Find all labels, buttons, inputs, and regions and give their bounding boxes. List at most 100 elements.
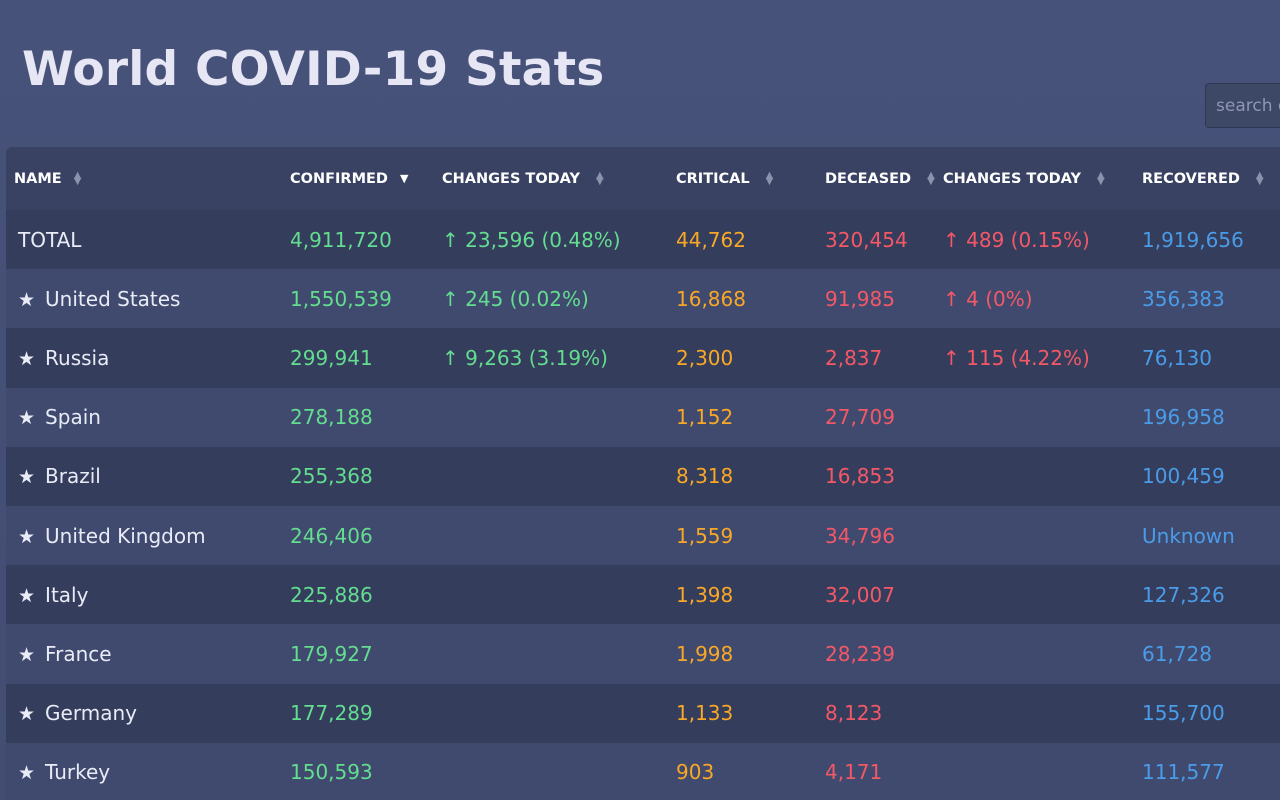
country-name: United Kingdom	[45, 523, 206, 548]
cell-name: TOTAL	[18, 227, 82, 252]
cell-deaths-changes-today: ↑ 489 (0.15%)	[943, 227, 1090, 252]
sort-icon[interactable]: ▲ ▼	[596, 169, 604, 187]
cell-recovered: 155,700	[1142, 701, 1225, 726]
stats-table-container: NAME ▲ ▼ CONFIRMED ▼ CHANGES TODAY ▲ ▼ CRITIC…	[6, 147, 1280, 800]
cell-deaths-changes-today	[943, 388, 1138, 447]
table-row[interactable]: ★ United Kingdom 246,406 1,559 34,796 Unk…	[6, 505, 1280, 566]
cell-confirmed: 4,911,720	[290, 227, 392, 252]
column-header-deceased[interactable]: DECEASED ▲ ▼	[825, 169, 935, 187]
country-name: Spain	[45, 405, 101, 430]
cell-deaths-changes-today	[943, 506, 1138, 565]
country-name: France	[45, 641, 112, 666]
table-row[interactable]: ★ Germany 177,289 1,133 8,123 155,700	[6, 683, 1280, 743]
cell-recovered: Unknown	[1142, 523, 1235, 548]
cell-critical: 1,998	[676, 641, 734, 666]
cell-critical: 1,152	[676, 405, 734, 430]
country-name: United States	[45, 286, 181, 311]
sort-icon[interactable]: ▲ ▼	[73, 169, 82, 187]
cell-recovered: 76,130	[1142, 345, 1212, 370]
sort-icon[interactable]: ▲ ▼	[1097, 169, 1105, 187]
sort-icon[interactable]: ▲ ▼	[765, 169, 774, 187]
column-header-critical[interactable]: CRITICAL ▲ ▼	[676, 169, 774, 187]
cell-deaths-changes-today	[943, 565, 1138, 624]
cell-confirmed: 179,927	[290, 641, 373, 666]
cell-confirmed: 177,289	[290, 701, 373, 726]
cell-confirmed: 1,550,539	[290, 286, 392, 311]
cell-name: ★ Turkey	[6, 743, 290, 800]
star-icon[interactable]: ★	[18, 643, 36, 666]
star-icon[interactable]: ★	[18, 525, 36, 548]
cell-critical: 2,300	[676, 345, 734, 370]
table-row[interactable]: ★ Russia 299,941 ↑ 9,263 (3.19%) 2,300 2,…	[6, 328, 1280, 388]
page-title: World COVID-19 Stats	[22, 42, 605, 97]
table-row[interactable]: ★ France 179,927 1,998 28,239 61,728	[6, 624, 1280, 684]
cell-deceased: 34,796	[825, 523, 895, 548]
cell-changes-today	[432, 388, 665, 447]
cell-name: ★ Spain	[6, 388, 290, 447]
column-header-deaths-changes-today[interactable]: CHANGES TODAY ▲ ▼	[943, 169, 1105, 187]
cell-deceased: 27,709	[825, 405, 895, 430]
cell-critical: 903	[676, 760, 715, 785]
cell-deaths-changes-today	[943, 684, 1138, 743]
column-header-confirmed[interactable]: CONFIRMED ▼	[290, 170, 409, 187]
cell-critical: 1,398	[676, 582, 734, 607]
star-icon[interactable]: ★	[18, 288, 36, 311]
table-row[interactable]: ★ Brazil 255,368 8,318 16,853 100,459	[6, 446, 1280, 506]
cell-changes-today: ↑ 9,263 (3.19%)	[442, 345, 608, 370]
cell-changes-today: ↑ 245 (0.02%)	[442, 286, 589, 311]
cell-name: ★ Brazil	[6, 447, 290, 506]
star-icon[interactable]: ★	[18, 347, 36, 370]
star-icon[interactable]: ★	[18, 466, 36, 489]
cell-deceased: 32,007	[825, 582, 895, 607]
cell-deaths-changes-today	[943, 743, 1138, 800]
sort-icon[interactable]: ▲ ▼	[927, 169, 935, 187]
country-name: Brazil	[45, 464, 101, 489]
star-icon[interactable]: ★	[18, 584, 36, 607]
cell-recovered: 111,577	[1142, 760, 1225, 785]
star-icon[interactable]: ★	[18, 762, 36, 785]
search-input[interactable]	[1205, 83, 1280, 128]
cell-deceased: 28,239	[825, 641, 895, 666]
column-header-recovered[interactable]: RECOVERED ▲ ▼	[1142, 169, 1264, 187]
cell-name: ★ Germany	[6, 684, 290, 743]
table-row[interactable]: ★ Italy 225,886 1,398 32,007 127,326	[6, 565, 1280, 625]
cell-changes-today: ↑ 23,596 (0.48%)	[442, 227, 621, 252]
cell-recovered: 100,459	[1142, 464, 1225, 489]
cell-changes-today	[432, 743, 665, 800]
star-icon[interactable]: ★	[18, 407, 36, 430]
table-row[interactable]: ★ Turkey 150,593 903 4,171 111,577	[6, 742, 1280, 800]
cell-recovered: 1,919,656	[1142, 227, 1244, 252]
cell-deaths-changes-today	[943, 447, 1138, 506]
sort-icon[interactable]: ▲ ▼	[1255, 169, 1264, 187]
table-row[interactable]: ★ United States 1,550,539 ↑ 245 (0.02%) 1…	[6, 269, 1280, 329]
cell-deceased: 320,454	[825, 227, 908, 252]
cell-deceased: 4,171	[825, 760, 883, 785]
cell-name: ★ United States	[6, 269, 290, 328]
column-header-changes-today[interactable]: CHANGES TODAY ▲ ▼	[442, 169, 604, 187]
cell-confirmed: 299,941	[290, 345, 373, 370]
cell-name: ★ Russia	[6, 328, 290, 387]
column-header-name[interactable]: NAME ▲ ▼	[14, 169, 82, 187]
cell-changes-today	[432, 565, 665, 624]
table-row[interactable]: ★ Spain 278,188 1,152 27,709 196,958	[6, 387, 1280, 447]
cell-recovered: 127,326	[1142, 582, 1225, 607]
cell-confirmed: 278,188	[290, 405, 373, 430]
cell-deaths-changes-today	[943, 624, 1138, 683]
table-body: TOTAL 4,911,720 ↑ 23,596 (0.48%) 44,762 …	[6, 210, 1280, 800]
cell-deceased: 91,985	[825, 286, 895, 311]
cell-critical: 1,133	[676, 701, 734, 726]
country-name: Italy	[45, 582, 89, 607]
cell-deaths-changes-today: ↑ 115 (4.22%)	[943, 345, 1090, 370]
cell-deaths-changes-today: ↑ 4 (0%)	[943, 286, 1033, 311]
cell-changes-today	[432, 447, 665, 506]
sort-desc-icon[interactable]: ▼	[399, 171, 409, 185]
country-name: Russia	[45, 345, 110, 370]
cell-recovered: 61,728	[1142, 641, 1212, 666]
star-icon[interactable]: ★	[18, 703, 36, 726]
cell-critical: 16,868	[676, 286, 746, 311]
cell-changes-today	[432, 506, 665, 565]
cell-confirmed: 225,886	[290, 582, 373, 607]
table-row-total[interactable]: TOTAL 4,911,720 ↑ 23,596 (0.48%) 44,762 …	[6, 210, 1280, 270]
country-name: Germany	[45, 701, 137, 726]
